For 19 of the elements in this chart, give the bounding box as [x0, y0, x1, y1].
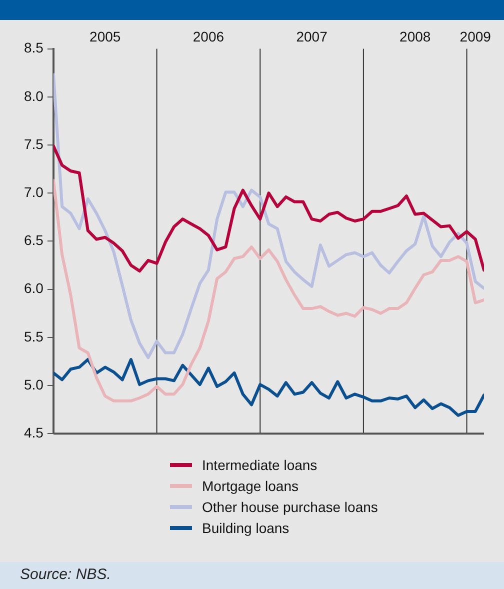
- y-tick-label: 8.5: [24, 40, 44, 56]
- legend-label: Building loans: [202, 520, 290, 536]
- x-tick-label: 2005: [90, 28, 121, 44]
- y-tick-label: 6.0: [24, 280, 44, 296]
- y-tick-label: 6.5: [24, 232, 44, 248]
- x-tick-label: 2007: [296, 28, 328, 44]
- y-tick-label: 7.5: [24, 136, 44, 152]
- x-tick-label: 2006: [192, 28, 224, 44]
- x-tick-label: 2008: [400, 28, 431, 44]
- source-note: Source: NBS.: [0, 562, 504, 587]
- x-tick-label: 2009: [460, 28, 492, 44]
- legend-label: Mortgage loans: [202, 478, 299, 494]
- y-tick-label: 8.0: [24, 88, 44, 104]
- y-tick-label: 5.0: [24, 376, 44, 392]
- y-tick-label: 4.5: [24, 424, 44, 440]
- legend-label: Other house purchase loans: [202, 498, 378, 514]
- y-tick-label: 5.5: [24, 328, 44, 344]
- legend-label: Intermediate loans: [202, 456, 318, 472]
- y-tick-label: 7.0: [24, 184, 44, 200]
